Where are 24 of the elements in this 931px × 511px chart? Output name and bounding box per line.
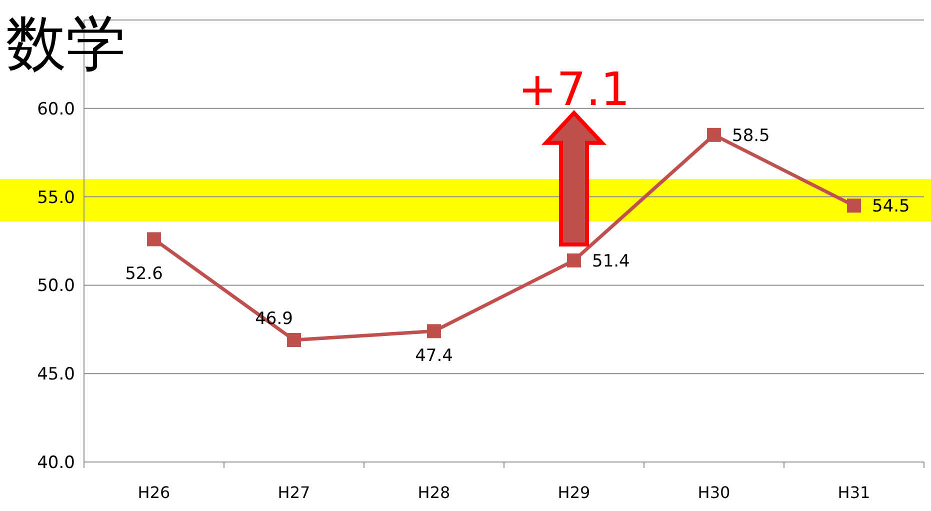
x-tick-label: H26 xyxy=(138,483,170,502)
x-tick-label: H30 xyxy=(698,483,730,502)
y-tick-label: 50.0 xyxy=(37,276,75,296)
y-tick-label: 55.0 xyxy=(37,188,75,208)
point xyxy=(847,198,861,213)
data-label: 51.4 xyxy=(592,251,630,272)
annotation: +7.1 xyxy=(518,62,630,116)
x-tick-label: H28 xyxy=(418,483,450,502)
data-label: 58.5 xyxy=(732,126,770,146)
data-label: 52.6 xyxy=(125,264,163,284)
x-tick-label: H27 xyxy=(278,483,310,502)
point xyxy=(287,333,301,348)
data-label: 54.5 xyxy=(872,196,910,217)
point xyxy=(147,232,161,246)
point xyxy=(707,128,721,142)
chart-title: 数学 xyxy=(6,9,126,79)
x-tick-label: H29 xyxy=(558,483,590,502)
y-tick-label: 60.0 xyxy=(37,99,75,120)
y-tick-label: 45.0 xyxy=(37,364,75,385)
x-tick-label: H31 xyxy=(838,483,870,502)
point xyxy=(567,253,581,268)
y-tick-label: 40.0 xyxy=(37,453,75,473)
data-label: 47.4 xyxy=(415,346,453,366)
point xyxy=(427,324,441,338)
